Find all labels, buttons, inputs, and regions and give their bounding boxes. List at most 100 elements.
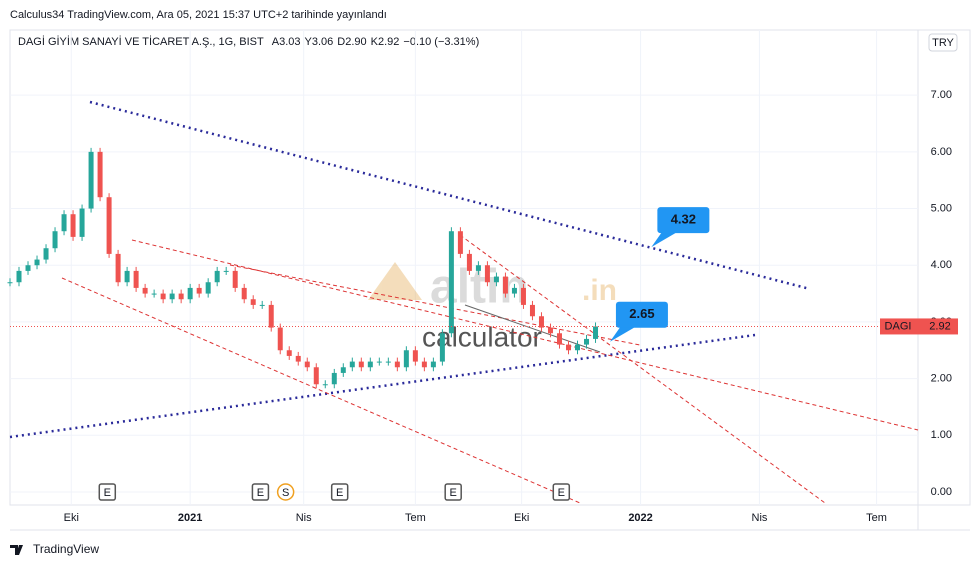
candle-body [106,197,112,254]
candle-body [61,214,67,232]
y-tick-label: 6.00 [931,146,952,158]
last-price-name: DAGI [885,320,912,332]
candle-body [7,282,13,284]
x-tick-label: Eki [64,512,79,524]
candle-body [187,287,193,300]
tradingview-logo: TradingView [10,542,99,556]
watermark-suffix: .in [582,274,617,307]
trend-line [89,100,811,291]
candle-body [88,151,94,209]
candle-body [286,350,292,356]
event-label: E [558,487,565,499]
candle-body [529,304,535,317]
candle-body [376,361,382,363]
trend-line [459,234,826,504]
trend-line [61,277,581,504]
y-tick-label: 0.00 [931,486,952,498]
candle-body [304,361,310,368]
candle-body [16,270,22,283]
event-marker [552,483,571,501]
candle-body [349,361,355,368]
event-marker [276,483,295,501]
ohlc-value: 2.92 [378,36,399,48]
candle-body [205,282,211,294]
candle-body [43,248,49,260]
event-marker [98,483,117,501]
candle-body [358,361,364,368]
candle-body [439,333,445,362]
candle-body [97,151,103,198]
event-label: E [257,487,264,499]
candle-body [160,293,166,300]
candle-body [484,265,490,283]
ohlc-value: 3.06 [312,36,333,48]
candle-body [223,270,229,272]
y-tick-label: 2.00 [931,373,952,385]
candle-body [214,270,220,283]
trend-line [131,239,919,431]
callout-label: 2.65 [629,306,654,321]
x-tick-label: Tem [866,512,887,524]
candle-body [241,287,247,300]
x-tick-label: 2022 [628,512,652,524]
x-tick-label: Nis [752,512,768,524]
candle-body [538,316,544,328]
ohlc-label: K [371,36,379,48]
event-label: E [336,487,343,499]
candle-body [475,265,481,271]
candle-body [268,304,274,328]
y-tick-label: 7.00 [931,89,952,101]
candle-body [313,367,319,385]
ohlc-label: Y [305,36,313,48]
x-tick-label: Tem [405,512,426,524]
x-tick-label: Eki [514,512,529,524]
event-marker [330,483,349,501]
candle-body [394,361,400,368]
candle-body [565,344,571,351]
ohlc-label: A [272,36,280,48]
last-price-tag [880,318,958,335]
candle-body [403,350,409,368]
callout-label: 4.32 [671,212,696,227]
footer: TradingView [33,542,99,556]
candle-body [295,355,301,362]
candle-body [232,270,238,288]
x-tick-label: Nis [296,512,312,524]
candle-body [133,270,139,288]
x-tick-label: 2021 [178,512,202,524]
candle-body [430,361,436,368]
candle-body [547,327,553,334]
y-tick-label: 5.00 [931,202,952,214]
candle-body [196,287,202,294]
candle-body [115,253,121,283]
event-marker [251,483,270,501]
candle-body [70,214,76,237]
currency[interactable]: TRY [932,37,954,49]
candle-body [34,259,40,266]
candle-body [142,287,148,294]
candle-body [322,384,328,386]
candle-body [466,253,472,271]
ohlc-value: 3.03 [279,36,300,48]
published: Calculus34 TradingView.com, Ara 05, 2021… [10,9,387,21]
candle-body [520,287,526,305]
candle-body [259,304,265,306]
ohlc-label: D [337,36,345,48]
watermark-logo [368,262,422,300]
candle-body [575,344,580,351]
callout-box [615,301,668,328]
candle-body [593,326,599,339]
candle-body [25,265,31,271]
y-tick-label: 4.00 [931,259,952,271]
last-price-value: 2.92 [929,320,950,332]
candle-body [493,276,499,283]
candle-body [367,361,373,368]
currency-button[interactable] [928,33,958,52]
candle-body [556,333,562,345]
event-label: E [450,487,457,499]
plot: DAGI 2.92 4.32 2.65 E E S E E E [7,147,958,501]
candle-body [385,361,391,363]
event-label: S [282,487,289,499]
candle-body [331,372,337,385]
